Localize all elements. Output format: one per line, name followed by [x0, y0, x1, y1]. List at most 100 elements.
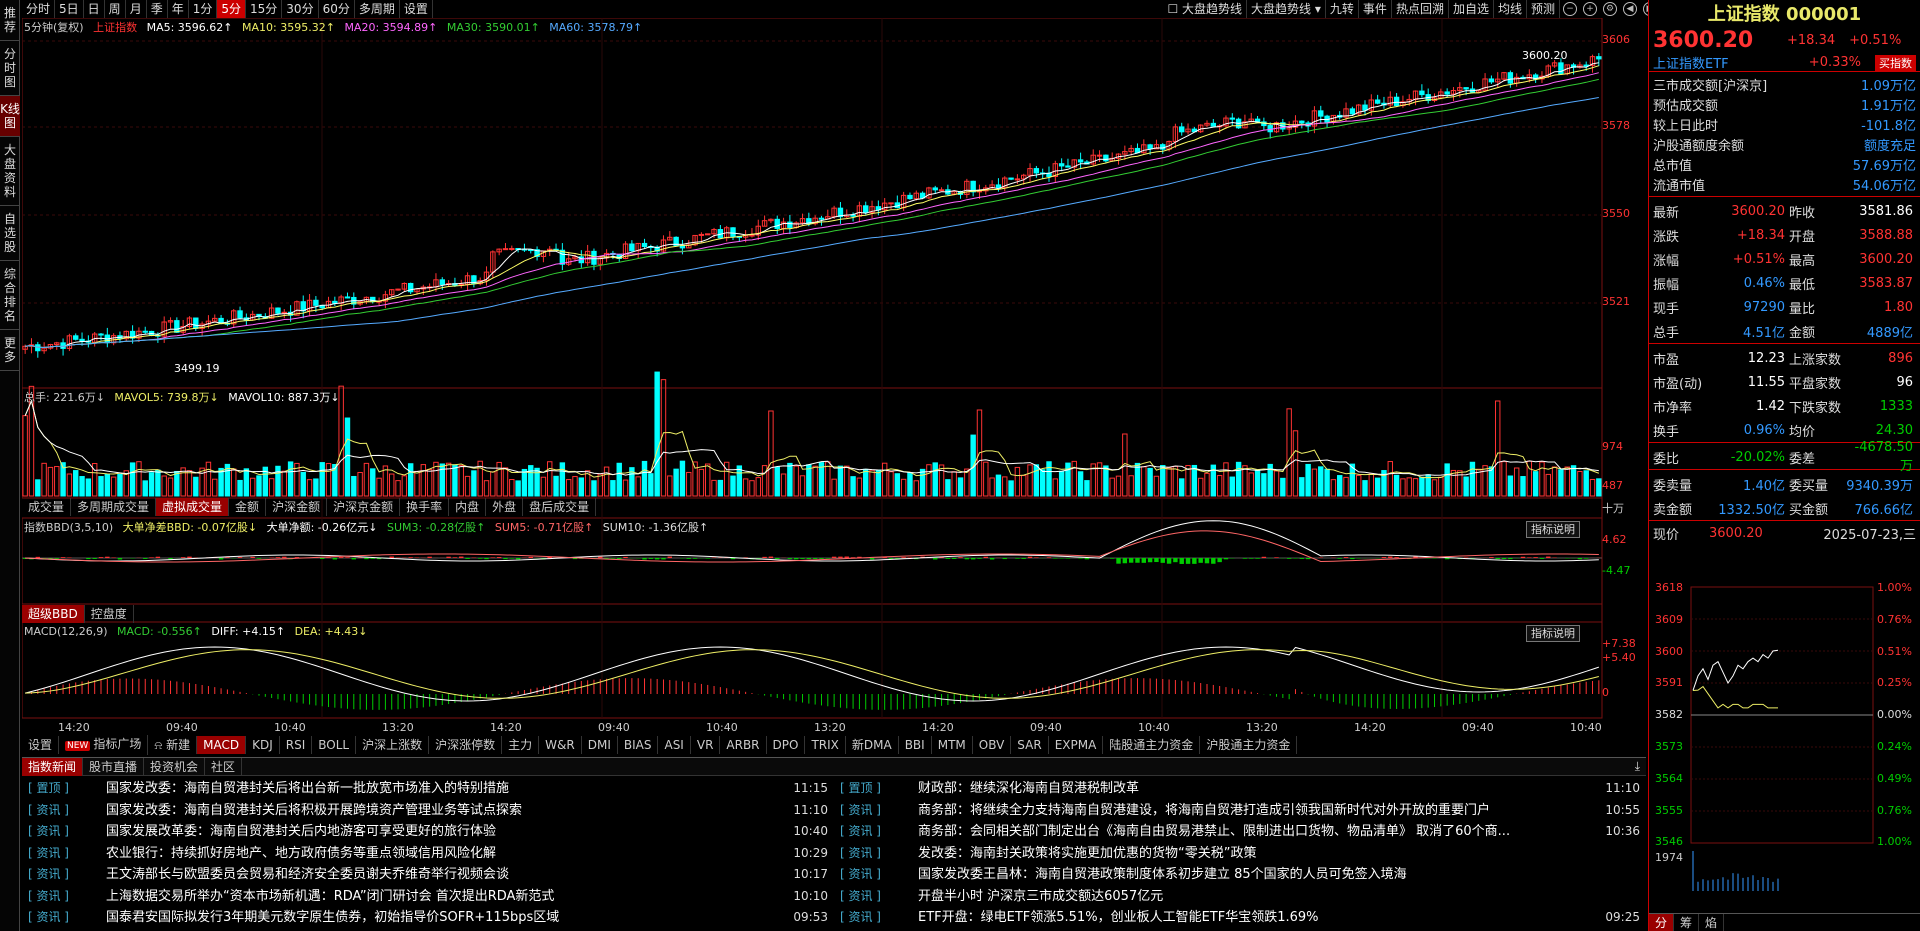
bbd-tab-super[interactable]: 超级BBD: [22, 605, 85, 623]
news-tab-opportunity[interactable]: 投资机会: [144, 757, 206, 776]
news-title[interactable]: 国家发展改革委：海南自贸港封关后内地游客可享受更好的旅行体验: [106, 824, 497, 839]
period-multi[interactable]: 多周期: [355, 0, 400, 18]
news-item[interactable]: [ 资讯 ] 国泰君安国际拟发行3年期美元数字原生债券，初始指导价SOFR+115…: [28, 907, 828, 929]
foot-tab-flame[interactable]: 焰: [1699, 914, 1725, 931]
sidebar-tab-recommend[interactable]: 推荐: [0, 0, 20, 41]
volume-tab[interactable]: 盘后成交量: [523, 498, 597, 516]
sidebar-tab-ranking[interactable]: 综合排名: [0, 261, 20, 330]
chart-area[interactable]: 5分钟(复权) 上证指数 MA5: 3596.62↑ MA10: 3595.32…: [22, 18, 1646, 755]
event-button[interactable]: 事件: [1359, 0, 1392, 18]
download-icon[interactable]: ⤓: [1634, 759, 1640, 773]
period-year[interactable]: 年: [168, 0, 189, 18]
news-tab-community[interactable]: 社区: [205, 757, 243, 776]
news-item[interactable]: [ 资讯 ] 商务部：将继续全力支持海南自贸港建设，将海南自贸港打造成引领我国新时…: [840, 800, 1640, 822]
indicator-tab[interactable]: 主力: [502, 736, 540, 754]
indicator-settings-tab[interactable]: 设置: [22, 736, 60, 754]
mini-timeshare-chart[interactable]: 3618 3609 3600 3591 3582 3573 3564 3555 3546 1974…: [1649, 573, 1920, 905]
period-60min[interactable]: 60分: [319, 0, 355, 18]
sidebar-tab-kline[interactable]: K线图: [0, 96, 20, 137]
sidebar-tab-watchlist[interactable]: 自选股: [0, 206, 20, 261]
news-item[interactable]: [ 资讯 ] 王文涛部长与欧盟委员会贸易和经济安全委员谢夫乔维奇举行视频会谈 10:…: [28, 864, 828, 886]
news-item[interactable]: [ 资讯 ] 农业银行：持续抓好房地产、地方政府债务等重点领域信用风险化解 10:2…: [28, 843, 828, 865]
indicator-tab[interactable]: KDJ: [246, 736, 280, 754]
period-30min[interactable]: 30分: [282, 0, 319, 18]
indicator-new-tab[interactable]: ⍾ 新建: [148, 736, 198, 754]
news-item[interactable]: [ 资讯 ] 开盘半小时 沪深京三市成交额达6057亿元: [840, 886, 1640, 908]
news-title[interactable]: 国家发改委：海南自贸港封关后将出台新一批放宽市场准入的特别措施: [106, 781, 510, 796]
news-item[interactable]: [ 资讯 ] 国家发改委：海南自贸港封关后将积极开展跨境资产管理业务等试点探索 11…: [28, 800, 828, 822]
chart-canvas[interactable]: [22, 18, 1646, 738]
period-week[interactable]: 周: [105, 0, 126, 18]
news-title[interactable]: 王文涛部长与欧盟委员会贸易和经济安全委员谢夫乔维奇举行视频会谈: [106, 867, 510, 882]
news-item[interactable]: [ 资讯 ] 国家发改委王昌林：海南自贸港政策制度体系初步建立 85个国家的人员可…: [840, 864, 1640, 886]
indicator-tab[interactable]: 沪股通主力资金: [1200, 736, 1298, 754]
indicator-tab[interactable]: BOLL: [312, 736, 357, 754]
news-title[interactable]: 上海数据交易所举办“资本市场新机遇：RDA”闭门研讨会 首次提出RDA新范式: [106, 888, 555, 904]
foot-tab-chips[interactable]: 筹: [1674, 914, 1700, 931]
sidebar-tab-timeshare[interactable]: 分时图: [0, 41, 20, 96]
zoom-in-icon[interactable]: +: [1583, 2, 1597, 16]
indicator-tab[interactable]: RSI: [280, 736, 313, 754]
nine-turn-button[interactable]: 九转: [1326, 0, 1359, 18]
forecast-button[interactable]: 预测: [1527, 0, 1560, 18]
news-title[interactable]: 商务部：会同相关部门制定出台《海南自由贸易港禁止、限制进出口货物、物品清单》 取…: [918, 824, 1511, 839]
news-title[interactable]: 国泰君安国际拟发行3年期美元数字原生债券，初始指导价SOFR+115bps区域: [106, 910, 560, 925]
indicator-tab[interactable]: SAR: [1011, 736, 1049, 754]
indicator-tab[interactable]: DPO: [767, 736, 806, 754]
mini-chart-canvas[interactable]: [1649, 573, 1920, 905]
etf-name[interactable]: 上证指数ETF: [1653, 57, 1729, 72]
volume-tab[interactable]: 沪深京金额: [327, 498, 401, 516]
period-quarter[interactable]: 季: [147, 0, 168, 18]
indicator-tab[interactable]: ARBR: [720, 736, 767, 754]
news-item[interactable]: [ 置顶 ] 国家发改委：海南自贸港封关后将出台新一批放宽市场准入的特别措施 11:…: [28, 778, 828, 800]
volume-tab[interactable]: 外盘: [486, 498, 524, 516]
news-title[interactable]: 发改委：海南封关政策将实施更加优惠的货物“零关税”政策: [918, 845, 1257, 861]
news-title[interactable]: 农业银行：持续抓好房地产、地方政府债务等重点领域信用风险化解: [106, 845, 497, 861]
volume-tab[interactable]: 金额: [229, 498, 267, 516]
indicator-tab[interactable]: MTM: [932, 736, 973, 754]
indicator-tab[interactable]: 陆股通主力资金: [1103, 736, 1201, 754]
etf-row[interactable]: 上证指数ETF +0.33% 买指数: [1649, 54, 1920, 72]
foot-tab-timeshare[interactable]: 分: [1649, 914, 1675, 931]
macd-explain-button[interactable]: 指标说明: [1526, 625, 1580, 642]
period-settings[interactable]: 设置: [400, 0, 433, 18]
news-item[interactable]: [ 资讯 ] 发改委：海南封关政策将实施更加优惠的货物“零关税”政策: [840, 843, 1640, 865]
indicator-tab[interactable]: 沪深上涨数: [356, 736, 430, 754]
trend-dropdown[interactable]: 大盘趋势线 ▾: [1247, 0, 1326, 18]
indicator-tab[interactable]: DMI: [582, 736, 618, 754]
period-5min[interactable]: 5分: [217, 0, 247, 18]
news-title[interactable]: ETF开盘：绿电ETF领涨5.51%，创业板人工智能ETF华宝领跌1.69%: [918, 910, 1319, 925]
hotspot-button[interactable]: 热点回溯: [1392, 0, 1449, 18]
period-timeshare[interactable]: 分时: [22, 0, 56, 18]
indicator-tab[interactable]: TRIX: [805, 736, 846, 754]
indicator-tab[interactable]: 新DMA: [846, 736, 899, 754]
indicator-tab[interactable]: EXPMA: [1049, 736, 1104, 754]
ma-button[interactable]: 均线: [1494, 0, 1527, 18]
news-title[interactable]: 国家发改委王昌林：海南自贸港政策制度体系初步建立 85个国家的人员可免签入境海: [918, 867, 1407, 882]
volume-tab[interactable]: 多周期成交量: [71, 498, 157, 516]
news-item[interactable]: [ 资讯 ] 国家发展改革委：海南自贸港封关后内地游客可享受更好的旅行体验 10:4…: [28, 821, 828, 843]
indicator-tab[interactable]: VR: [691, 736, 721, 754]
indicator-tab[interactable]: ASI: [658, 736, 691, 754]
indicator-tab-macd[interactable]: MACD: [197, 736, 247, 754]
arrow-left-icon[interactable]: ◀: [1623, 2, 1637, 16]
gear-icon[interactable]: ⚙: [1603, 2, 1617, 16]
news-tab-live[interactable]: 股市直播: [83, 757, 145, 776]
volume-tab[interactable]: 成交量: [22, 498, 72, 516]
volume-tab[interactable]: 虚拟成交量: [156, 498, 230, 516]
news-item[interactable]: [ 资讯 ] ETF开盘：绿电ETF领涨5.51%，创业板人工智能ETF华宝领跌1…: [840, 907, 1640, 929]
indicator-tab[interactable]: OBV: [973, 736, 1012, 754]
period-month[interactable]: 月: [126, 0, 147, 18]
indicator-tab[interactable]: 沪深涨停数: [429, 736, 503, 754]
period-1min[interactable]: 1分: [189, 0, 218, 18]
news-item[interactable]: [ 置顶 ] 财政部：继续深化海南自贸港税制改革 11:10: [840, 778, 1640, 800]
news-title[interactable]: 国家发改委：海南自贸港封关后将积极开展跨境资产管理业务等试点探索: [106, 802, 523, 818]
sidebar-tab-more[interactable]: 更多: [0, 330, 20, 371]
news-item[interactable]: [ 资讯 ] 上海数据交易所举办“资本市场新机遇：RDA”闭门研讨会 首次提出RD…: [28, 886, 828, 908]
bbd-tab-control[interactable]: 控盘度: [85, 605, 134, 623]
news-item[interactable]: [ 资讯 ] 商务部：会同相关部门制定出台《海南自由贸易港禁止、限制进出口货物、物…: [840, 821, 1640, 843]
indicator-tab[interactable]: BIAS: [618, 736, 659, 754]
news-tab-index[interactable]: 指数新闻: [22, 757, 84, 776]
indicator-tab[interactable]: W&R: [539, 736, 582, 754]
news-title[interactable]: 财政部：继续深化海南自贸港税制改革: [918, 781, 1140, 796]
